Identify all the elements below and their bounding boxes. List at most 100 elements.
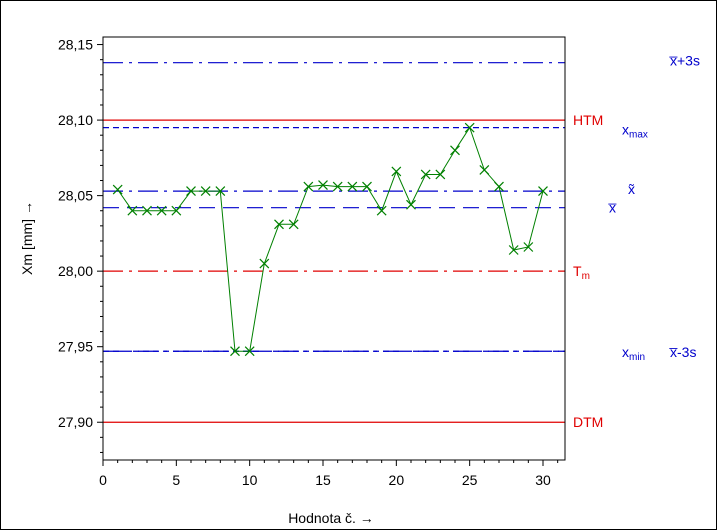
data-point-stroke — [464, 122, 475, 133]
x-axis: 0 5 10 15 20 25 30 — [99, 460, 559, 488]
data-point-stroke — [127, 205, 138, 216]
reference-label: xmax — [622, 122, 648, 141]
data-point — [508, 245, 519, 255]
reference-label-sub: min — [629, 352, 645, 363]
y-axis: 27,90 27,95 28,00 28,05 28,10 28,15 — [58, 37, 103, 453]
series-line — [117, 126, 544, 352]
data-point — [538, 186, 548, 197]
data-point — [479, 165, 490, 175]
data-point — [435, 169, 446, 180]
data-point-stroke — [200, 186, 211, 197]
x-tick-label: 10 — [242, 472, 258, 488]
data-point — [376, 205, 387, 216]
data-point-stroke — [406, 199, 416, 210]
data-point-stroke — [215, 186, 226, 197]
data-point — [244, 346, 255, 357]
data-point-stroke — [391, 166, 402, 177]
data-point-stroke — [142, 205, 152, 216]
data-point — [112, 184, 123, 195]
data-point-stroke — [508, 245, 519, 255]
data-point-stroke — [259, 258, 270, 269]
x-tick-label: 15 — [315, 472, 331, 488]
data-point-stroke — [332, 181, 343, 192]
data-point-stroke — [435, 169, 446, 180]
data-point — [127, 205, 138, 216]
data-point — [142, 205, 152, 216]
y-tick-label: 28,10 — [58, 112, 93, 128]
data-point — [288, 219, 299, 230]
data-point — [215, 186, 226, 197]
data-point — [406, 199, 416, 210]
data-point-stroke — [244, 346, 255, 357]
reference-label: Tm — [573, 263, 590, 282]
data-point — [200, 186, 211, 197]
y-tick-label: 28,15 — [58, 37, 93, 53]
data-point — [332, 181, 343, 192]
data-point-stroke — [318, 180, 328, 190]
series-group — [112, 122, 548, 357]
data-point — [450, 145, 460, 156]
data-point — [230, 346, 240, 357]
x-axis-label: Hodnota č. → — [288, 510, 374, 526]
x-tick-label: 20 — [389, 472, 405, 488]
x-tick-label: 25 — [462, 472, 478, 488]
plot-area-border — [102, 36, 566, 461]
data-point — [156, 205, 167, 216]
data-point-stroke — [303, 181, 314, 192]
reference-label-sub: m — [582, 271, 590, 282]
reference-label-main: x̃ — [628, 181, 635, 197]
y-tick-label: 27,90 — [58, 414, 93, 430]
data-point-stroke — [420, 169, 431, 180]
data-point — [391, 166, 402, 177]
data-point-stroke — [450, 145, 460, 156]
y-tick-label: 28,05 — [58, 188, 93, 204]
data-point-stroke — [112, 184, 123, 195]
reference-lines — [103, 62, 565, 423]
y-axis-label: Xm [mm] → — [19, 201, 35, 275]
data-point — [420, 169, 431, 180]
data-point-stroke — [479, 165, 490, 175]
data-point — [464, 122, 475, 133]
x-tick-label: 0 — [99, 472, 107, 488]
data-point-stroke — [362, 181, 372, 192]
data-point-stroke — [288, 219, 299, 230]
data-point-stroke — [156, 205, 167, 216]
x-tick-label: 5 — [172, 472, 180, 488]
data-point-stroke — [347, 181, 358, 192]
data-point — [347, 181, 358, 192]
data-point-stroke — [230, 346, 240, 357]
reference-label: x̅-3s — [668, 344, 696, 360]
data-point-stroke — [274, 219, 284, 230]
data-point — [494, 181, 504, 192]
x-tick-label: 30 — [535, 472, 551, 488]
data-point — [523, 242, 534, 252]
reference-label-main: x̅ — [607, 200, 617, 216]
data-point-stroke — [538, 186, 548, 197]
reference-label-main: DTM — [573, 414, 603, 430]
reference-label-sub: max — [629, 130, 648, 141]
data-point — [318, 180, 328, 190]
data-point — [186, 186, 196, 197]
reference-label-main: HTM — [573, 112, 603, 128]
data-point-stroke — [523, 242, 534, 252]
reference-label: x̅ — [607, 200, 617, 216]
reference-label-main: x — [622, 344, 629, 360]
reference-label: HTM — [573, 112, 603, 128]
reference-label-main: x̅+3s — [668, 53, 700, 69]
data-point — [171, 205, 182, 216]
data-point — [362, 181, 372, 192]
reference-label-main: x — [622, 122, 629, 138]
data-point-stroke — [494, 181, 504, 192]
data-point — [303, 181, 314, 192]
data-point — [259, 258, 270, 269]
reference-label: DTM — [573, 414, 603, 430]
data-point-stroke — [186, 186, 196, 197]
reference-label: x̃ — [628, 181, 635, 197]
reference-label-main: x̅-3s — [668, 344, 696, 360]
reference-label: xmin — [622, 344, 645, 363]
data-point-stroke — [171, 205, 182, 216]
data-point — [274, 219, 284, 230]
reference-label: x̅+3s — [668, 53, 700, 69]
